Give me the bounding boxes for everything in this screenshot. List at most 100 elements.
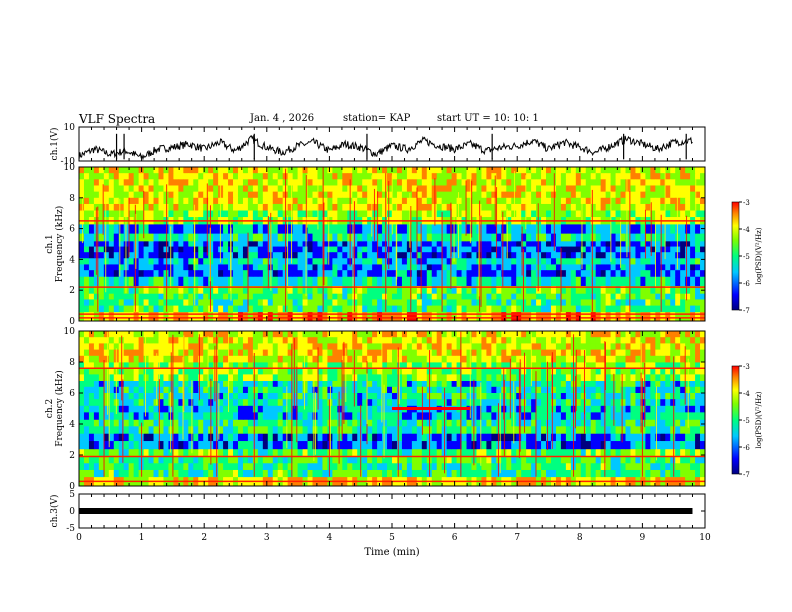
spectrogram-cell [178, 299, 184, 306]
spectrogram-cell [575, 305, 582, 313]
spectrogram-cell [595, 305, 602, 313]
spectrogram-cell [297, 433, 303, 442]
spectrogram-cell [531, 276, 537, 286]
spectrogram-cell [675, 456, 681, 464]
spectrogram-cell [695, 433, 701, 442]
spectrogram-cell [396, 456, 403, 464]
spectrogram-cell [496, 203, 502, 211]
spectrogram-cell [108, 223, 115, 234]
spectrogram-cell [620, 197, 626, 205]
spectrogram-cell [401, 393, 408, 400]
spectrogram-cell [277, 270, 284, 277]
spectrogram-cell [446, 185, 453, 193]
spectrogram-cell [382, 299, 388, 306]
spectrogram-cell [615, 252, 621, 259]
spectrogram-cell [501, 257, 507, 265]
spectrogram-cell [322, 240, 328, 247]
spectrogram-cell [580, 419, 587, 427]
spectrogram-cell [322, 463, 328, 471]
spectrogram-cell [615, 380, 621, 388]
spectrogram-cell [287, 197, 294, 205]
spectrogram-cell [481, 426, 487, 434]
spectrogram-cell [103, 167, 110, 174]
spectrogram-cell [302, 285, 308, 294]
spectrogram-cell [203, 270, 209, 277]
spectrogram-cell [292, 223, 299, 234]
spectrogram-cell [382, 448, 388, 457]
spectrogram-cell [570, 285, 577, 294]
spectrogram-cell [247, 441, 254, 450]
spectrogram-cell [516, 240, 522, 247]
spectrogram-cell [297, 246, 303, 253]
spectrogram-cell [233, 264, 239, 271]
spectrogram-cell [466, 448, 472, 457]
spectrogram-cell [461, 393, 467, 400]
spectrogram-cell [252, 257, 259, 265]
spectrogram-cell [257, 456, 264, 464]
spectrogram-cell [103, 469, 110, 478]
spectrogram-cell [163, 426, 169, 434]
spectrogram-cell [228, 393, 234, 400]
spectrogram-cell [401, 293, 408, 300]
spectrogram-cell [635, 463, 641, 471]
spectrogram-cell [382, 456, 388, 464]
spectrogram-cell [546, 380, 552, 388]
spectrogram-cell [148, 264, 154, 271]
spectrogram-cell [486, 179, 492, 186]
spectrogram-cell [342, 223, 348, 234]
spectrogram-cell [575, 311, 582, 322]
spectrogram-cell [302, 276, 308, 286]
spectrogram-cell [317, 223, 323, 234]
spectrogram-cell [615, 426, 621, 434]
spectrogram-cell [625, 223, 631, 234]
spectrogram-cell [461, 463, 467, 471]
spectrogram-cell [322, 264, 328, 271]
spectrogram-cell [466, 203, 472, 211]
spectrogram-cell [436, 252, 443, 259]
spectrogram-cell [307, 223, 313, 234]
spectrogram-cell [79, 463, 85, 471]
spectrogram-cell [560, 233, 567, 242]
spectrogram-cell [436, 380, 443, 388]
spectrogram-cell [203, 179, 209, 186]
spectrogram-cell [297, 386, 303, 394]
spectrogram-cell [183, 426, 189, 434]
spectrogram-cell [660, 257, 666, 265]
spectrogram-cell [610, 240, 616, 247]
spectrogram-cell [560, 167, 567, 174]
spectrogram-cell [79, 380, 85, 388]
spectrogram-cell [337, 380, 343, 388]
spectrogram-cell [690, 264, 696, 271]
spectrogram-cell [600, 246, 607, 253]
spectrogram-cell [337, 456, 343, 464]
spectrogram-cell [198, 419, 204, 427]
spectrogram-cell [292, 179, 299, 186]
spectrogram-cell [396, 246, 403, 253]
spectrogram-cell [108, 433, 115, 442]
spectrogram-cell [441, 167, 448, 174]
spectrogram-cell [605, 240, 612, 247]
spectrogram-cell [203, 299, 209, 306]
spectrogram-cell [650, 456, 656, 464]
spectrogram-cell [262, 426, 269, 434]
spectrogram-cell [615, 257, 621, 265]
spectrogram-cell [516, 380, 522, 388]
spectrogram-cell [103, 419, 110, 427]
spectrogram-cell [526, 197, 532, 205]
spectrogram-cell [322, 276, 328, 286]
spectrogram-cell [387, 463, 393, 471]
spectrogram-cell [287, 448, 294, 457]
spectrogram-cell [695, 386, 701, 394]
spectrogram-cell [312, 293, 318, 300]
spectrogram-cell [411, 299, 418, 306]
spectrogram-cell [372, 456, 378, 464]
spectrogram-cell [466, 433, 472, 442]
spectrogram-cell [625, 463, 631, 471]
spectrogram-cell [317, 426, 323, 434]
spectrogram-cell [317, 412, 323, 420]
spectrogram-cell [605, 419, 612, 427]
spectrogram-cell [555, 246, 562, 253]
spectrogram-cell [555, 185, 562, 193]
spectrogram-cell [690, 179, 696, 186]
spectrogram-cell [660, 252, 666, 259]
